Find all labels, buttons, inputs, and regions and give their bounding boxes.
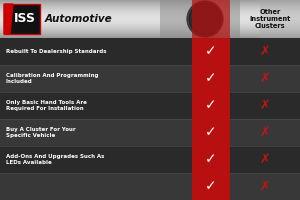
Bar <box>260 0 300 200</box>
Bar <box>0 17 300 18</box>
Bar <box>0 31 300 32</box>
Bar <box>0 3 300 4</box>
Bar <box>0 25 300 26</box>
Bar <box>0 5 300 6</box>
Text: ✓: ✓ <box>205 45 217 58</box>
Bar <box>0 9 300 10</box>
Text: ✗: ✗ <box>260 153 270 166</box>
Bar <box>230 65 300 92</box>
Text: ✗: ✗ <box>260 180 270 193</box>
Text: ✓: ✓ <box>205 180 217 194</box>
Bar <box>0 8 300 9</box>
Bar <box>0 0 300 1</box>
Bar <box>0 27 300 28</box>
Bar <box>0 14 300 15</box>
Bar <box>0 34 300 35</box>
Bar <box>160 0 240 38</box>
Bar <box>0 11 300 12</box>
Text: ✓: ✓ <box>205 98 217 112</box>
Text: ✗: ✗ <box>260 72 270 85</box>
Text: ✓: ✓ <box>205 152 217 166</box>
Bar <box>0 37 300 38</box>
Text: Only Basic Hand Tools Are
Required For Installation: Only Basic Hand Tools Are Required For I… <box>6 100 87 111</box>
Bar <box>0 7 300 8</box>
Bar <box>0 173 192 200</box>
Bar <box>0 1 300 2</box>
Text: Automotive: Automotive <box>45 14 112 24</box>
Bar <box>192 0 230 38</box>
Bar <box>0 16 300 17</box>
Bar <box>230 173 300 200</box>
Bar <box>0 36 300 37</box>
Circle shape <box>189 3 221 35</box>
Text: Rebuilt To Dealership Standards: Rebuilt To Dealership Standards <box>6 49 106 54</box>
Text: Other
Instrument
Clusters: Other Instrument Clusters <box>249 8 291 29</box>
Bar <box>0 10 300 11</box>
Bar <box>0 24 300 25</box>
Bar <box>0 65 192 92</box>
Bar <box>0 38 192 65</box>
Bar <box>0 15 300 16</box>
Text: ✓: ✓ <box>205 126 217 140</box>
Bar <box>0 12 300 13</box>
FancyBboxPatch shape <box>188 184 234 200</box>
Bar <box>0 13 300 14</box>
Bar <box>230 38 300 65</box>
Bar <box>0 146 192 173</box>
Text: ✗: ✗ <box>260 126 270 139</box>
Bar <box>4 4 40 34</box>
Text: Add-Ons And Upgrades Such As
LEDs Available: Add-Ons And Upgrades Such As LEDs Availa… <box>6 154 104 165</box>
Bar <box>230 146 300 173</box>
Bar <box>0 33 300 34</box>
Bar <box>230 92 300 119</box>
Bar <box>0 119 192 146</box>
Bar <box>0 18 300 19</box>
Bar <box>192 38 230 200</box>
Bar <box>0 35 300 36</box>
Bar <box>0 2 300 3</box>
Bar <box>0 28 300 29</box>
Bar <box>4 4 40 34</box>
Bar <box>0 32 300 33</box>
Text: ✗: ✗ <box>260 99 270 112</box>
Text: ✓: ✓ <box>205 72 217 86</box>
Bar <box>0 29 300 30</box>
Bar <box>0 22 300 23</box>
Bar <box>0 4 300 5</box>
Bar <box>230 119 300 146</box>
Bar <box>0 23 300 24</box>
Bar <box>0 6 300 7</box>
Bar <box>0 19 300 20</box>
Text: ✗: ✗ <box>260 45 270 58</box>
Text: Buy A Cluster For Your
Specific Vehicle: Buy A Cluster For Your Specific Vehicle <box>6 127 76 138</box>
Bar <box>0 92 192 119</box>
Text: ISS: ISS <box>14 12 36 25</box>
Text: Calibration And Programming
Included: Calibration And Programming Included <box>6 73 98 84</box>
Polygon shape <box>4 4 13 34</box>
Bar <box>0 21 300 22</box>
Bar <box>0 20 300 21</box>
Circle shape <box>187 1 223 37</box>
Bar <box>0 26 300 27</box>
Bar <box>0 30 300 31</box>
